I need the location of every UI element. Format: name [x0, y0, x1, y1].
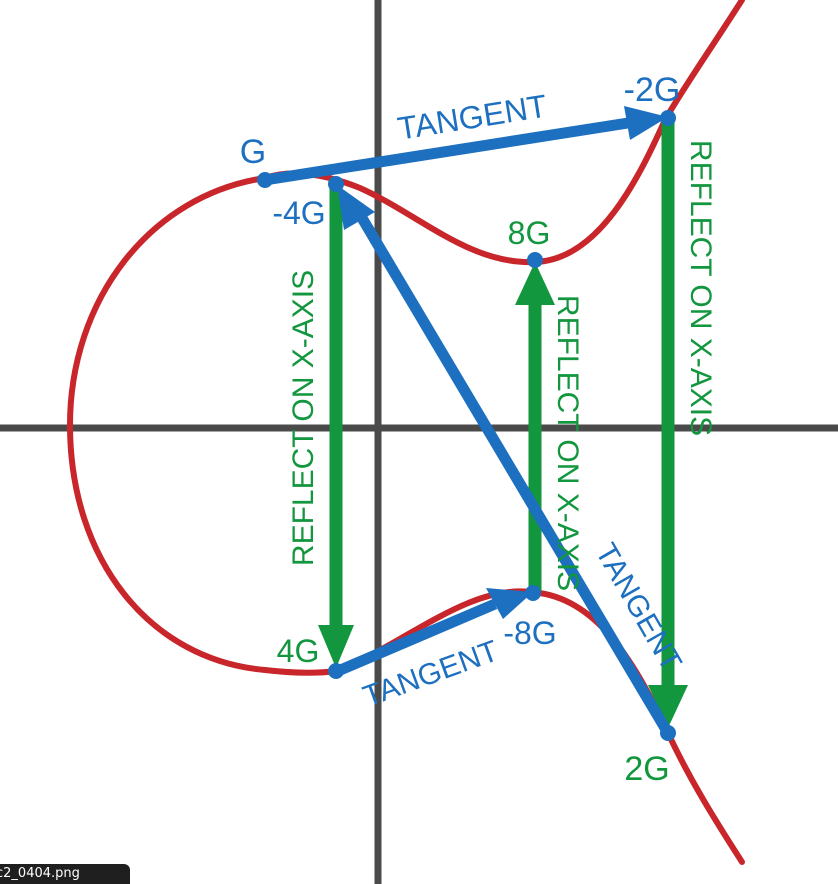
label-reflect-middle: REFLECT ON X-AXIS [551, 295, 584, 591]
tangent-arrowhead-diagonal [337, 185, 375, 230]
point-neg-2g [660, 110, 676, 126]
reflect-arrowhead-middle [515, 262, 555, 305]
label-reflect-right: REFLECT ON X-AXIS [684, 140, 717, 436]
point-2g [660, 725, 676, 741]
label-reflect-left: REFLECT ON X-AXIS [287, 270, 320, 566]
point-8g [527, 252, 543, 268]
reflect-arrowhead-right [648, 685, 688, 728]
point-neg-8g [525, 585, 541, 601]
label-8g: 8G [508, 215, 551, 251]
label-2g: 2G [624, 750, 669, 788]
tangent-arrow-top [264, 117, 629, 186]
point-g [257, 172, 273, 188]
tangent-arrowhead-bottom [486, 588, 533, 619]
elliptic-curve [66, 0, 745, 865]
tangent-arrow-diagonal [357, 215, 673, 736]
tangent-arrow-bottom [335, 598, 498, 677]
reflect-arrowhead-left [318, 625, 354, 668]
label-neg-8g: -8G [503, 615, 556, 651]
point-neg-4g [328, 176, 344, 192]
label-g: G [240, 133, 266, 171]
label-neg-2g: -2G [624, 71, 681, 109]
label-4g: 4G [277, 633, 320, 669]
tangent-arrowhead-top [624, 106, 668, 140]
filename-chip: ec2_0404.png [0, 864, 130, 884]
point-4g [328, 663, 344, 679]
label-neg-4g: -4G [272, 195, 325, 231]
